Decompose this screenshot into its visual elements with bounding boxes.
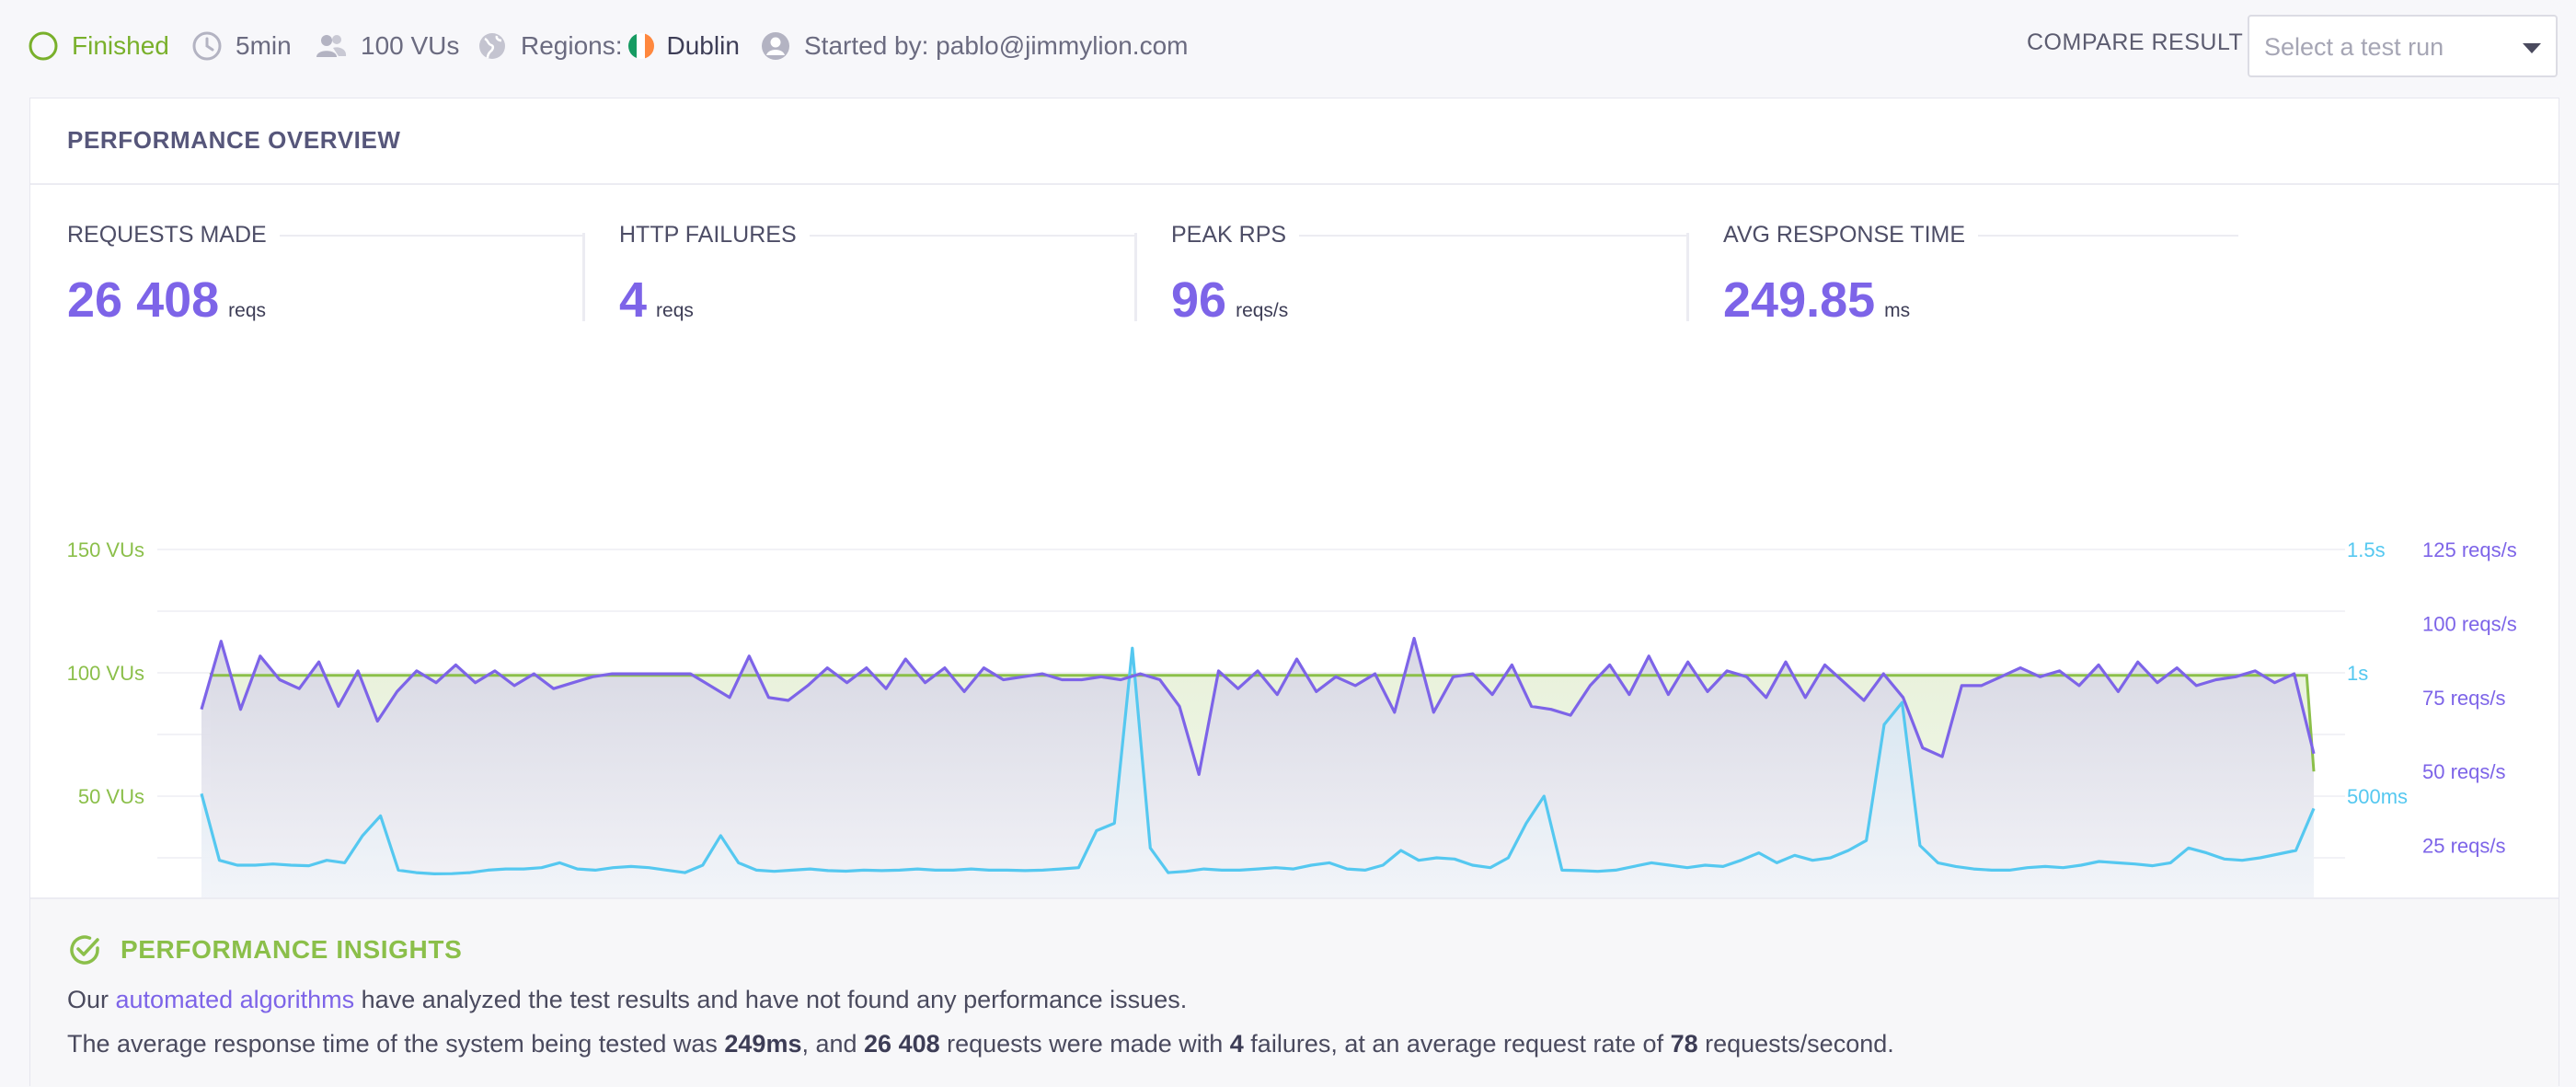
insights-line-2: The average response time of the system … [67,1030,1894,1058]
metric-label: AVG RESPONSE TIME [1723,222,1979,249]
response-time-axis-tick-label: 500ms [2347,785,2408,808]
response-time-series-line[interactable] [200,646,2316,875]
insights-line-1: Our automated algorithms have analyzed t… [67,986,1188,1013]
metric-divider-line [67,235,582,237]
clock-icon [192,31,222,61]
region-city: Dublin [666,31,740,60]
vus-text: 100 VUs [361,31,460,60]
vus-axis-tick-label: 100 VUs [67,662,144,685]
metric-unit: reqs [656,300,694,321]
compare-result-label: COMPARE RESULT [2027,29,2244,55]
rps-axis-tick-label: 50 reqs/s [2422,760,2506,783]
ireland-flag-icon [627,33,654,59]
avg-response-value: 249ms [724,1030,802,1058]
test-run-select-placeholder: Select a test run [2264,33,2444,61]
insights-title: PERFORMANCE INSIGHTS [121,935,463,964]
vus-series-line[interactable] [209,672,2316,772]
status-text: Finished [72,31,169,60]
failures-value: 4 [1229,1030,1244,1058]
response-time-axis-tick-label: 1s [2347,662,2368,685]
users-icon [316,35,347,57]
requests-value: 26 408 [864,1030,940,1058]
metric-divider-line [1723,235,2238,237]
rps-axis-tick-label: 75 reqs/s [2422,687,2506,710]
metric-value: 96 reqs/s [1171,272,1289,328]
metric-label: PEAK RPS [1171,222,1300,249]
globe-icon [479,33,505,59]
response-time-area [201,648,2314,899]
automated-algorithms-link[interactable]: automated algorithms [115,986,355,1013]
metric-label: REQUESTS MADE [67,222,280,249]
metric-value: 4 reqs [619,272,694,328]
rps-area [201,638,2314,899]
status-regions: Regions: Dublin [477,26,740,66]
status-bar: Finished 5min 100 VUs Regions: Dublin St… [0,0,2576,96]
metric-separator [1134,233,1137,321]
card-title: PERFORMANCE OVERVIEW [67,126,401,154]
metric-divider-line [1171,235,1686,237]
metric-unit: reqs [228,300,267,321]
insights-header: PERFORMANCE INSIGHTS [67,932,462,967]
rps-axis-tick-label: 100 reqs/s [2422,612,2517,635]
performance-insights: PERFORMANCE INSIGHTS Our automated algor… [30,897,2559,1087]
status-started-by: Started by: pablo@jimmylion.com [760,26,1188,66]
status-vus: 100 VUs [315,26,459,66]
metric-peak-rps: PEAK RPS 96 reqs/s [1171,222,1686,332]
rps-axis-tick-label: 25 reqs/s [2422,835,2506,858]
metric-separator [582,233,585,321]
duration-text: 5min [236,31,292,60]
metric-separator [1686,233,1689,321]
metric-value: 26 408 reqs [67,272,267,328]
check-circle-icon [70,935,99,965]
metric-label: HTTP FAILURES [619,222,810,249]
metric-unit: reqs/s [1236,300,1289,321]
response-time-axis-tick-label: 1.5s [2347,538,2386,561]
vus-axis-tick-label: 50 VUs [78,785,144,808]
user-avatar-icon [762,32,789,60]
metric-unit: ms [1884,300,1911,321]
rps-series-line[interactable] [200,636,2316,776]
test-run-select[interactable]: Select a test run [2248,15,2558,77]
metric-value: 249.85 ms [1723,272,1911,328]
performance-overview-card: PERFORMANCE OVERVIEW REQUESTS MADE 26 40… [29,98,2560,1087]
regions-label: Regions: [521,31,623,60]
status-finished: Finished [28,26,169,66]
chevron-down-icon[interactable] [2523,43,2541,53]
metric-requests-made: REQUESTS MADE 26 408 reqs [67,222,582,332]
metric-avg-response-time: AVG RESPONSE TIME 249.85 ms [1723,222,2238,332]
metric-http-failures: HTTP FAILURES 4 reqs [619,222,1134,332]
card-header: PERFORMANCE OVERVIEW [30,98,2559,185]
circle-status-icon [29,31,58,61]
vus-axis-tick-label: 150 VUs [67,538,144,561]
rps-axis-tick-label: 125 reqs/s [2422,538,2517,561]
request-rate-value: 78 [1670,1030,1698,1058]
started-by-text: Started by: pablo@jimmylion.com [804,31,1189,60]
status-duration: 5min [191,26,292,66]
metric-divider-line [619,235,1134,237]
